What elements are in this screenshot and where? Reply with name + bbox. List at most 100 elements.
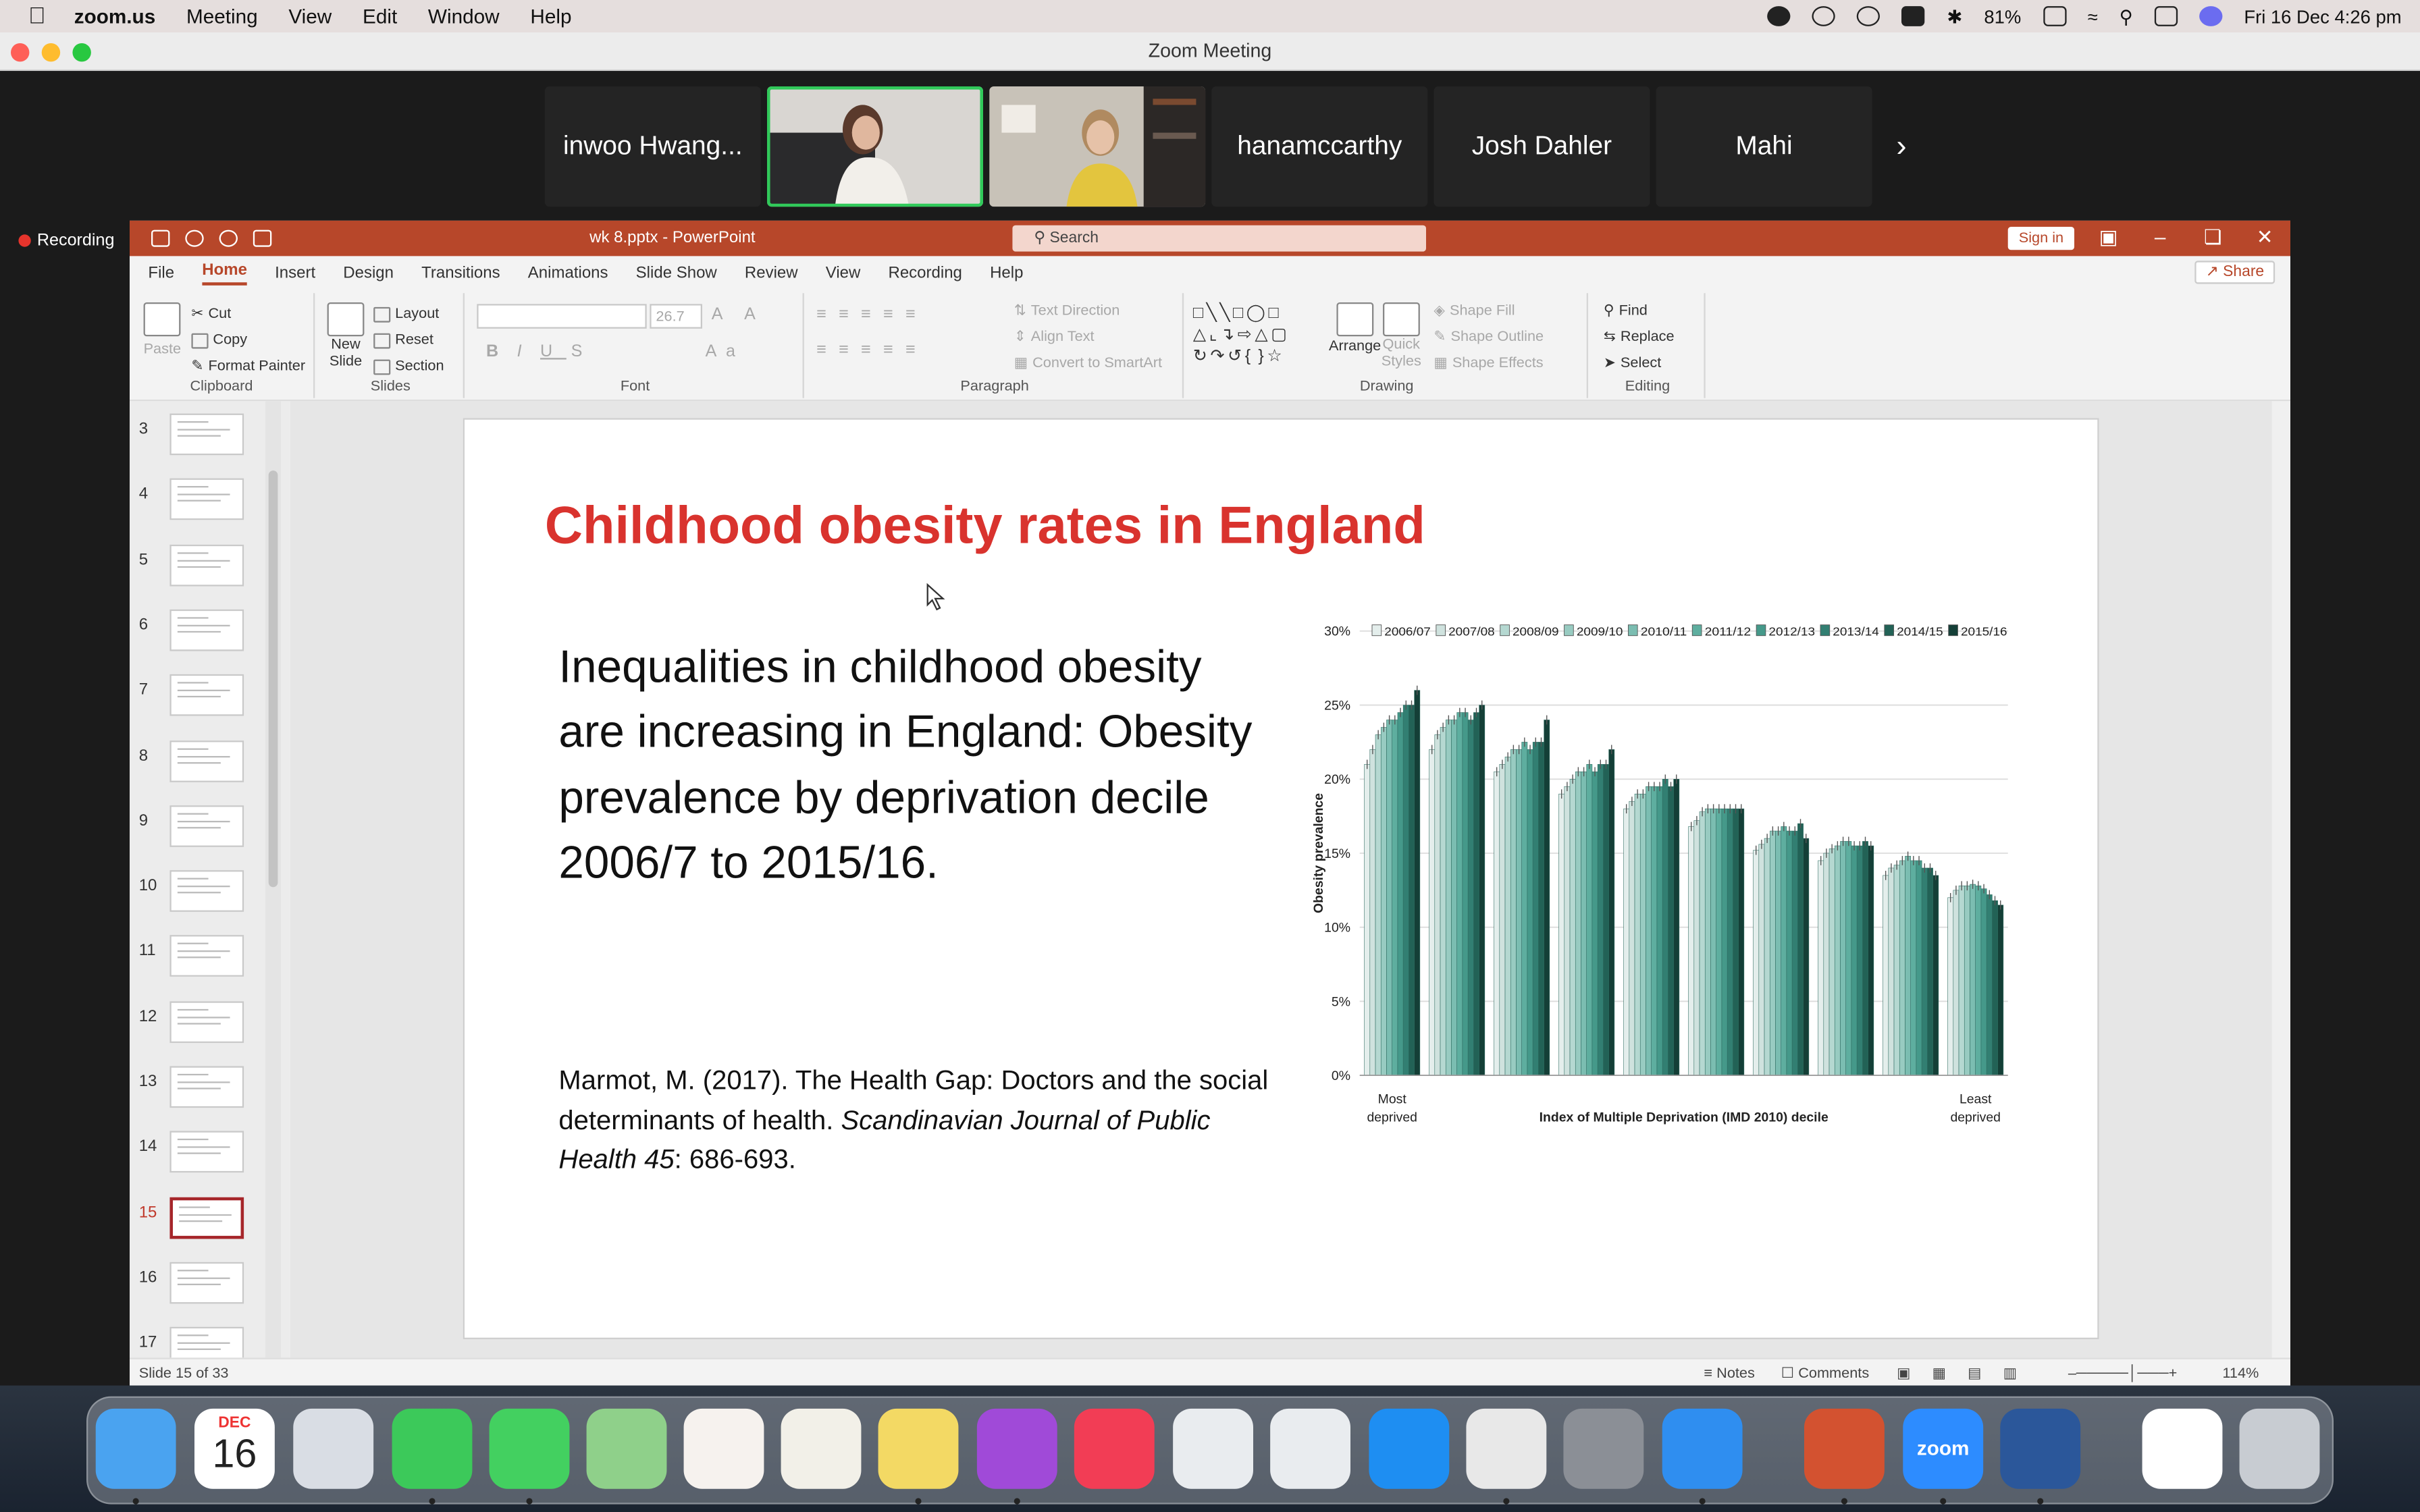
numbers-icon[interactable] xyxy=(1173,1408,1254,1489)
finder-icon[interactable] xyxy=(95,1408,176,1489)
list-buttons[interactable]: ≡≡≡≡≡ xyxy=(816,305,928,325)
thumbnail-slide-7[interactable]: 7 xyxy=(130,674,290,739)
participant-tile[interactable]: Josh Dahler xyxy=(1433,86,1650,207)
thumbnails-scrollbar[interactable] xyxy=(265,401,282,1358)
thumbnail-slide-14[interactable]: 14 xyxy=(130,1131,290,1196)
shapes-gallery[interactable]: □╲╲□◯□ △⌞↴⇨△▢ ↻↷↺{ }☆ xyxy=(1192,304,1290,366)
slide-editing-canvas[interactable]: Childhood obesity rates in England Inequ… xyxy=(290,401,2282,1358)
participant-video[interactable] xyxy=(989,86,1206,207)
participant-tile[interactable]: inwoo Hwang... xyxy=(544,86,761,207)
thumbnail-slide-17[interactable]: 17 xyxy=(130,1327,290,1358)
thumbnail-slide-15[interactable]: 15 xyxy=(130,1196,290,1262)
chrome-icon[interactable] xyxy=(1466,1408,1547,1489)
thumbnail-slide-8[interactable]: 8 xyxy=(130,740,290,805)
thumbnail-slide-12[interactable]: 12 xyxy=(130,1000,290,1066)
control-center-icon[interactable] xyxy=(2154,6,2178,26)
reset-button[interactable]: Reset xyxy=(373,331,433,349)
thumbnail-slide-13[interactable]: 13 xyxy=(130,1066,290,1131)
menu-meeting[interactable]: Meeting xyxy=(186,4,258,28)
tab-transitions[interactable]: Transitions xyxy=(421,263,500,283)
maps-icon[interactable] xyxy=(586,1408,667,1489)
menu-help[interactable]: Help xyxy=(530,4,572,28)
thumbnail-slide-4[interactable]: 4 xyxy=(130,479,290,543)
slide-vertical-scrollbar[interactable] xyxy=(2271,401,2291,1358)
zoom-slider[interactable]: –─────│───+ xyxy=(2068,1365,2178,1382)
restore-icon[interactable]: ❏ xyxy=(2204,225,2222,249)
shape-outline-button[interactable]: ✎ Shape Outline xyxy=(1433,329,1544,346)
tab-slide-show[interactable]: Slide Show xyxy=(635,263,717,283)
zoom-status-icon[interactable] xyxy=(1768,6,1791,26)
undo-icon[interactable] xyxy=(185,230,204,247)
menu-edit[interactable]: Edit xyxy=(363,4,398,28)
app-store-icon[interactable] xyxy=(1369,1408,1450,1489)
spotlight-search-icon[interactable]: ⚲ xyxy=(2119,5,2133,27)
zoom-icon[interactable]: zoom xyxy=(1903,1408,1984,1489)
thumbnail-slide-10[interactable]: 10 xyxy=(130,870,290,935)
font-size-buttons[interactable]: A A xyxy=(711,305,765,325)
bluetooth-icon[interactable]: ✱ xyxy=(1947,5,1963,27)
input-method-icon[interactable] xyxy=(1902,6,1926,26)
view-buttons[interactable]: ▣▦▤▥ xyxy=(1897,1365,2039,1382)
apple-menu-icon[interactable]:  xyxy=(0,3,74,30)
select-button[interactable]: ➤ Select xyxy=(1604,355,1661,372)
music-icon[interactable] xyxy=(1074,1408,1155,1489)
find-button[interactable]: ⚲ Find xyxy=(1604,302,1648,319)
menu-app-zoom[interactable]: zoom.us xyxy=(74,4,156,28)
ribbon-display-icon[interactable]: ▣ xyxy=(2099,225,2118,249)
facetime-icon[interactable] xyxy=(392,1408,473,1489)
siri-icon[interactable] xyxy=(2199,6,2223,26)
tab-design[interactable]: Design xyxy=(343,263,394,283)
comments-button[interactable]: ☐ Comments xyxy=(1781,1365,1870,1382)
align-buttons[interactable]: ≡≡≡≡≡ xyxy=(816,341,928,360)
font-family-select[interactable] xyxy=(477,304,647,329)
zoom-window-icon[interactable] xyxy=(72,43,91,62)
quick-styles-button[interactable]: Quick Styles xyxy=(1382,302,1421,371)
participant-video-active[interactable] xyxy=(767,86,984,207)
menubar-clock[interactable]: Fri 16 Dec 4:26 pm xyxy=(2244,5,2402,27)
tab-file[interactable]: File xyxy=(148,263,175,283)
copy-button[interactable]: Copy xyxy=(191,331,247,349)
thumbnails-scroll-thumb[interactable] xyxy=(268,470,278,888)
word-icon[interactable] xyxy=(2000,1408,2081,1489)
slide-title[interactable]: Childhood obesity rates in England xyxy=(544,497,1425,556)
messages-icon[interactable] xyxy=(489,1408,570,1489)
tab-animations[interactable]: Animations xyxy=(527,263,608,283)
menu-window[interactable]: Window xyxy=(427,4,500,28)
system-preferences-icon[interactable] xyxy=(1563,1408,1644,1489)
stickies-icon[interactable] xyxy=(878,1408,959,1489)
convert-smartart-button[interactable]: ▦ Convert to SmartArt xyxy=(1014,355,1162,372)
notes-button[interactable]: ≡ Notes xyxy=(1704,1365,1755,1382)
tab-help[interactable]: Help xyxy=(990,263,1024,283)
menu-view[interactable]: View xyxy=(288,4,332,28)
thumbnail-slide-11[interactable]: 11 xyxy=(130,936,290,1000)
slide-citation[interactable]: Marmot, M. (2017). The Health Gap: Docto… xyxy=(558,1062,1284,1180)
safari-icon[interactable] xyxy=(1662,1408,1743,1489)
minimize-window-icon[interactable] xyxy=(41,43,61,62)
thumbnail-slide-6[interactable]: 6 xyxy=(130,609,290,674)
next-participants-icon[interactable]: › xyxy=(1896,128,1907,163)
shape-fill-button[interactable]: ◈ Shape Fill xyxy=(1433,302,1515,319)
section-button[interactable]: Section xyxy=(373,358,444,375)
play-icon[interactable] xyxy=(1857,6,1881,26)
tab-review[interactable]: Review xyxy=(744,263,798,283)
launchpad-icon[interactable] xyxy=(293,1408,374,1489)
paste-button[interactable]: Paste xyxy=(144,302,181,358)
battery-icon[interactable] xyxy=(2043,6,2066,26)
sign-in-button[interactable]: Sign in xyxy=(2007,227,2075,250)
tab-home[interactable]: Home xyxy=(202,261,247,286)
close-window-icon[interactable] xyxy=(11,43,30,62)
wifi-icon[interactable]: ≈ xyxy=(2087,5,2098,27)
document-thumbnail-icon[interactable] xyxy=(2142,1408,2223,1489)
align-text-button[interactable]: ⇕ Align Text xyxy=(1014,329,1095,346)
tab-insert[interactable]: Insert xyxy=(275,263,316,283)
calendar-icon[interactable]: DEC 16 xyxy=(194,1408,275,1489)
cut-button[interactable]: ✂ Cut xyxy=(191,306,231,323)
shape-effects-button[interactable]: ▦ Shape Effects xyxy=(1433,355,1543,372)
thumbnail-slide-5[interactable]: 5 xyxy=(130,543,290,609)
thumbnail-slide-3[interactable]: 3 xyxy=(130,413,290,479)
creative-cloud-icon[interactable] xyxy=(1812,6,1836,26)
photos-icon[interactable] xyxy=(683,1408,764,1489)
powerpoint-icon[interactable] xyxy=(1804,1408,1885,1489)
thumbnail-slide-16[interactable]: 16 xyxy=(130,1262,290,1326)
